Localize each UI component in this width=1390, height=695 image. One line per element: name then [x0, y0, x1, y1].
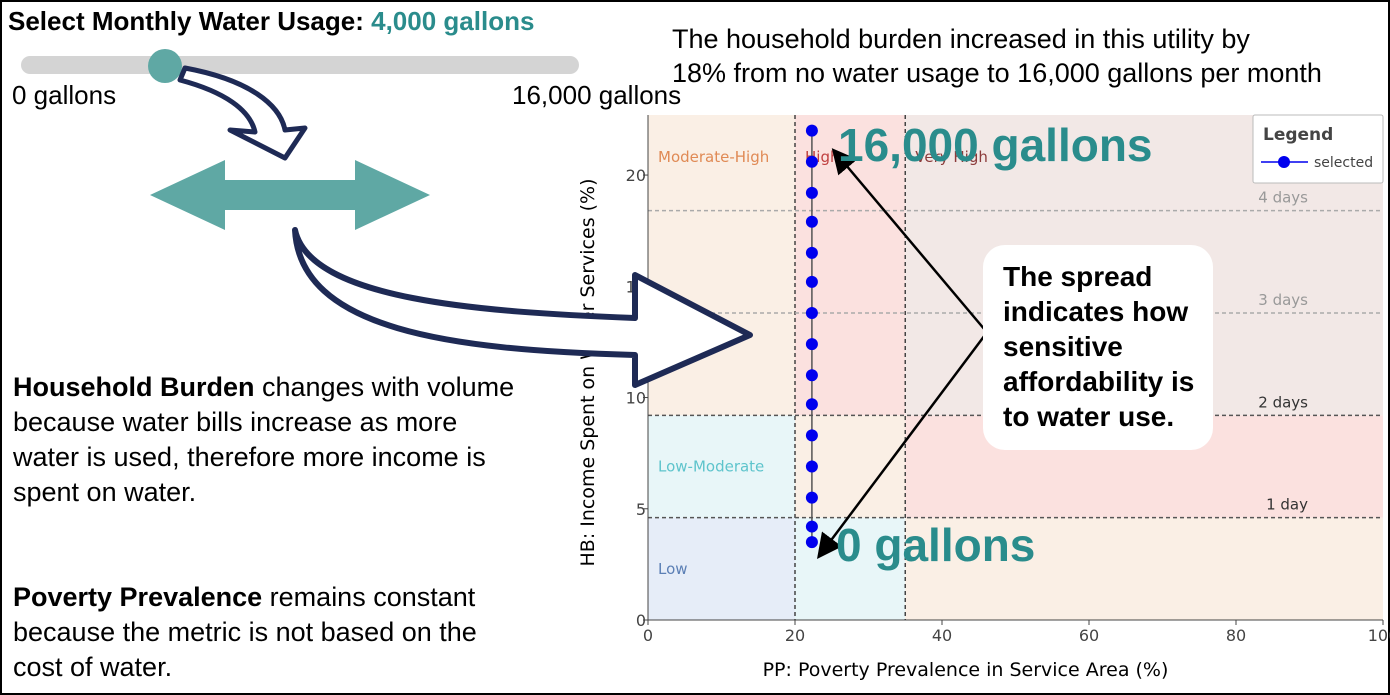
big-arrow — [292, 227, 753, 388]
term: Household Burden — [13, 372, 255, 402]
arrows — [21, 49, 986, 559]
double-arrow — [150, 160, 430, 230]
curved-arrow — [177, 65, 308, 161]
x-tick-label: 80 — [1226, 626, 1246, 645]
legend-marker — [1278, 156, 1290, 168]
headline: 18% from no water usage to 16,000 gallon… — [672, 58, 1322, 88]
explanation: Poverty Prevalence remains constant beca… — [13, 580, 523, 685]
day-label: 1 day — [1266, 496, 1308, 514]
slider-max: 16,000 gallons — [512, 80, 682, 110]
annotation: 16,000 gallons — [838, 119, 1153, 171]
x-tick-label: 60 — [1079, 626, 1099, 645]
callout: The spread indicates how sensitive affor… — [983, 245, 1213, 450]
point — [805, 215, 818, 228]
zone — [648, 415, 795, 518]
callout-arrow — [831, 148, 986, 331]
y-tick-label: 5 — [636, 500, 646, 519]
zone — [648, 517, 795, 620]
point — [805, 124, 818, 137]
point — [805, 429, 818, 442]
day-label: 4 days — [1258, 189, 1308, 207]
point — [805, 520, 818, 533]
legend-title: Legend — [1263, 125, 1333, 145]
y-tick-label: 20 — [626, 166, 646, 185]
term: Poverty Prevalence — [13, 582, 263, 612]
point — [805, 186, 818, 199]
zone — [905, 517, 1383, 620]
y-tick-label: 10 — [626, 389, 646, 408]
text: changes with volume because water bills … — [13, 372, 515, 507]
y-axis-label: HB: Income Spent on Water Services (%) — [577, 178, 599, 566]
zone-label: Low-Moderate — [658, 457, 764, 475]
point — [805, 246, 818, 259]
point — [805, 369, 818, 382]
day-label: 2 days — [1258, 393, 1308, 411]
zone-label: Low — [658, 560, 688, 578]
callout-arrow — [817, 334, 986, 559]
text: remains constant because the metric is n… — [13, 582, 477, 682]
point — [805, 275, 818, 288]
zone — [795, 517, 906, 620]
point — [805, 536, 818, 549]
point — [805, 306, 818, 319]
day-label: 3 days — [1258, 291, 1308, 309]
x-tick-label: 40 — [932, 626, 952, 645]
slider-knob[interactable] — [148, 49, 182, 83]
slider-value: 4,000 gallons — [371, 6, 535, 36]
legend-label: selected — [1314, 155, 1373, 171]
y-tick-label: 0 — [636, 611, 646, 630]
label: Select Monthly Water Usage: — [8, 6, 364, 36]
zone-label: Moderate-High — [658, 148, 769, 166]
point — [805, 398, 818, 411]
zone-label: Very High — [915, 148, 988, 166]
point — [805, 491, 818, 504]
x-tick-label: 20 — [785, 626, 805, 645]
explanation: Household Burden changes with volume bec… — [13, 370, 523, 510]
x-tick-label: 100 — [1368, 626, 1390, 645]
point — [805, 338, 818, 351]
point — [805, 155, 818, 168]
annotation: 0 gallons — [836, 519, 1036, 571]
slider-label: Select Monthly Water Usage: 4,000 gallon… — [8, 6, 534, 37]
point — [805, 460, 818, 473]
x-axis-label: PP: Poverty Prevalence in Service Area (… — [763, 659, 1169, 681]
slider-min: 0 gallons — [12, 80, 117, 110]
x-tick-label: 0 — [643, 626, 653, 645]
headline: The household burden increased in this u… — [672, 24, 1250, 54]
